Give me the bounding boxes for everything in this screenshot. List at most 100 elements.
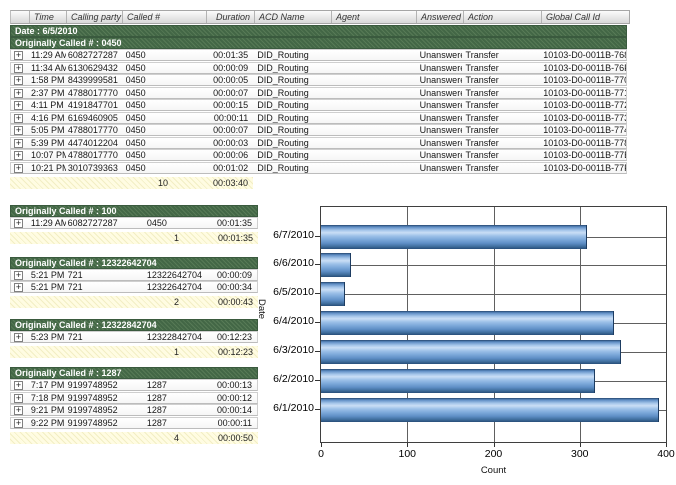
expand-row-button[interactable]: + [14,75,23,85]
bar-6-5-2010 [321,282,346,307]
expand-row-button[interactable]: + [14,112,23,123]
cell-calling: 9199748952 [67,392,118,403]
cell-global: 10103-D0-0011B-770 [543,75,626,85]
table-row: +4:16 PM 6169460905 0450 00:00:11 DID_Routin… [10,111,627,124]
y-axis-label: 6/3/2010 [273,344,314,357]
cell-time: 5:39 PM [30,137,65,148]
x-axis-label: 200 [484,448,503,460]
table-row: +7:17 PM 9199748952 1287 00:00:13 [10,379,258,391]
cell-called: 0450 [125,50,146,60]
expand-row-button[interactable]: + [14,217,23,228]
expand-row-button[interactable]: + [14,87,23,98]
cell-acd: DID_Routing [257,150,309,160]
column-header-time: Time [29,11,66,23]
cell-global: 10103-D0-0011B-77F [543,162,626,173]
cell-expand: + [11,163,29,173]
cell-global: 10103-D0-0011B-778 [543,137,626,148]
cell-expand: + [11,50,29,60]
cell-time: 7:17 PM [30,380,65,390]
x-axis-label: 300 [570,448,589,460]
cell-expand: + [11,75,29,85]
cell-expand: + [11,100,29,110]
cell-called: 12322842704 [146,332,202,342]
column-header-action: Action [463,11,541,23]
cell-duration: 00:00:03 [213,137,249,148]
cell-called: 1287 [146,417,167,428]
cell-answered: Unanswered [419,137,462,148]
expand-row-button[interactable]: + [14,137,23,148]
cell-answered: Unanswered [419,150,462,160]
x-axis-label: 400 [657,448,675,460]
column-header-called: Called # [122,11,206,23]
cell-duration: 00:00:09 [213,62,249,73]
cell-calling: 721 [67,332,83,342]
cell-called: 12322642704 [146,282,202,292]
expand-row-button[interactable]: + [14,150,23,160]
y-axis-tick [315,351,320,353]
table-row: +5:23 PM 721 12322842704 00:12:23 [10,331,258,343]
expand-row-button[interactable]: + [14,162,23,173]
x-axis-tick [579,443,581,447]
cell-duration: 00:00:12 [216,392,252,403]
cell-called: 0450 [125,75,146,85]
table-row: +9:22 PM 9199748952 1287 00:00:11 [10,416,258,429]
table-row: +10:21 PM 3010739363 0450 00:01:02 DID_Routi… [10,161,627,174]
cell-calling: 6130629432 [67,62,118,73]
table-row: +11:29 AM 6082727287 0450 00:01:35 [10,216,258,229]
cell-time: 1:58 PM [30,75,65,85]
table-row: +1:58 PM 8439999581 0450 00:00:05 DID_Routin… [10,74,627,86]
cell-duration: 00:12:23 [216,332,252,342]
cell-expand: + [11,138,29,148]
expand-row-button[interactable]: + [14,50,23,60]
expand-row-button[interactable]: + [14,282,23,292]
cell-acd: DID_Routing [257,62,309,73]
cell-called: 0450 [125,125,146,135]
cell-action: Transfer [465,137,499,148]
cell-calling: 6082727287 [67,50,118,60]
cell-answered: Unanswered [419,125,462,135]
expand-row-button[interactable]: + [14,405,23,415]
cell-called: 0450 [125,162,146,173]
cell-expand: + [11,270,29,280]
expand-row-button[interactable]: + [14,100,23,110]
expand-row-button[interactable]: + [14,417,23,428]
cell-duration: 00:00:14 [216,405,252,415]
cell-duration: 00:00:06 [213,150,249,160]
cell-duration: 00:00:11 [213,112,249,123]
x-axis-tick [407,443,409,447]
cell-action: Transfer [465,112,499,123]
expand-row-button[interactable]: + [14,392,23,403]
y-axis-tick [315,322,320,324]
cell-calling: 4191847701 [67,100,118,110]
column-header-answered: Answered [416,11,463,23]
cell-called: 0450 [125,87,146,98]
expand-row-button[interactable]: + [14,125,23,135]
cell-answered: Unanswered [419,62,462,73]
cell-expand: + [11,282,29,292]
cell-answered: Unanswered [419,112,462,123]
expand-row-button[interactable]: + [14,332,23,342]
cell-global: 10103-D0-0011B-774 [543,125,626,135]
y-axis-label: 6/6/2010 [273,257,314,270]
cell-duration: 00:00:05 [213,75,249,85]
column-header-duration: Duration [206,11,254,23]
expand-row-button[interactable]: + [14,269,23,280]
cell-acd: DID_Routing [257,125,309,135]
summary-call-count: 2 [173,297,179,307]
expand-row-button[interactable]: + [14,380,23,390]
cell-duration: 00:00:07 [213,125,249,135]
called-group-header: Originally Called # : 0450 [10,37,627,49]
cell-answered: Unanswered [419,75,462,85]
bar-6-1-2010 [321,397,660,422]
cell-time: 2:37 PM [30,87,65,98]
cell-duration: 00:01:02 [213,162,249,173]
cell-global: 10103-D0-0011B-773 [543,112,626,123]
cell-called: 0450 [146,217,167,228]
y-axis-tick [315,408,320,410]
summary-call-count: 10 [157,177,168,188]
cell-expand: + [11,150,29,160]
expand-row-button[interactable]: + [14,62,23,73]
cell-called: 0450 [125,137,146,148]
date-group-header: Date : 6/5/2010 [10,24,627,37]
